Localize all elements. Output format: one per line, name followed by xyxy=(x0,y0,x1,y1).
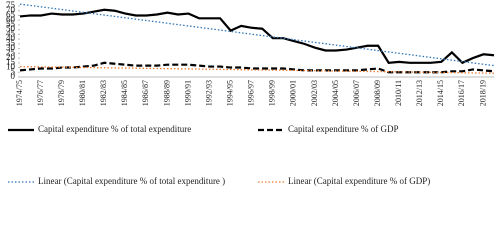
x-tick-label: 2006/07 xyxy=(352,80,361,106)
x-tick-label: 2018/19 xyxy=(478,80,487,106)
legend-label: Linear (Capital expenditure % of GDP) xyxy=(288,176,430,186)
x-tick-label: 2002/03 xyxy=(310,80,319,106)
y-tick-label: 35 xyxy=(6,38,16,48)
y-tick-label: 30 xyxy=(6,43,16,53)
x-tick-label: 2010/11 xyxy=(394,80,403,106)
x-tick-label: 1994/95 xyxy=(225,80,234,106)
y-tick-label: 45 xyxy=(6,28,16,38)
x-tick-label: 1984/85 xyxy=(120,80,129,106)
x-tick-label: 1982/83 xyxy=(99,80,108,106)
y-tick-label: 20 xyxy=(6,52,16,62)
y-tick-label: 15 xyxy=(6,57,16,67)
x-tick-label: 2004/05 xyxy=(331,80,340,106)
x-tick-label: 2000/01 xyxy=(289,80,298,106)
y-tick-label: 0 xyxy=(11,71,16,81)
legend-label: Linear (Capital expenditure % of total e… xyxy=(38,176,225,186)
y-tick-label: 60 xyxy=(6,14,16,24)
y-tick-label: 5 xyxy=(11,66,16,76)
data-line xyxy=(19,8,495,65)
x-tick-label: 1996/97 xyxy=(247,80,256,106)
y-tick-label: 40 xyxy=(6,33,16,43)
x-tick-label: 1976/77 xyxy=(36,80,45,106)
y-tick-label: 55 xyxy=(6,19,16,29)
x-tick-label: 1980/81 xyxy=(78,80,87,106)
legend-label: Capital expenditure % of GDP xyxy=(288,124,398,134)
y-tick-label: 65 xyxy=(6,10,16,20)
y-tick-label: 25 xyxy=(6,47,16,57)
x-tick-label: 1990/91 xyxy=(183,80,192,106)
trend-line xyxy=(19,3,495,67)
data-line xyxy=(19,61,495,74)
y-tick-label: 10 xyxy=(6,62,16,72)
y-tick-label: 50 xyxy=(6,24,16,34)
x-tick-label: 1998/99 xyxy=(268,80,277,106)
x-tick-label: 1988/89 xyxy=(162,80,171,106)
x-tick-label: 1978/79 xyxy=(57,80,66,106)
x-tick-label: 1992/93 xyxy=(204,80,213,106)
y-tick-label: 70 xyxy=(6,5,16,15)
x-tick-label: 2008/09 xyxy=(373,80,382,106)
x-tick-label: 2016/17 xyxy=(457,80,466,106)
x-tick-label: 2012/13 xyxy=(415,80,424,106)
legend-label: Capital expenditure % of total expenditu… xyxy=(38,124,191,134)
y-tick-label: 75 xyxy=(6,0,16,10)
x-tick-label: 1974/75 xyxy=(15,80,24,106)
x-tick-label: 2014/15 xyxy=(436,80,445,106)
x-tick-label: 1986/87 xyxy=(141,80,150,106)
